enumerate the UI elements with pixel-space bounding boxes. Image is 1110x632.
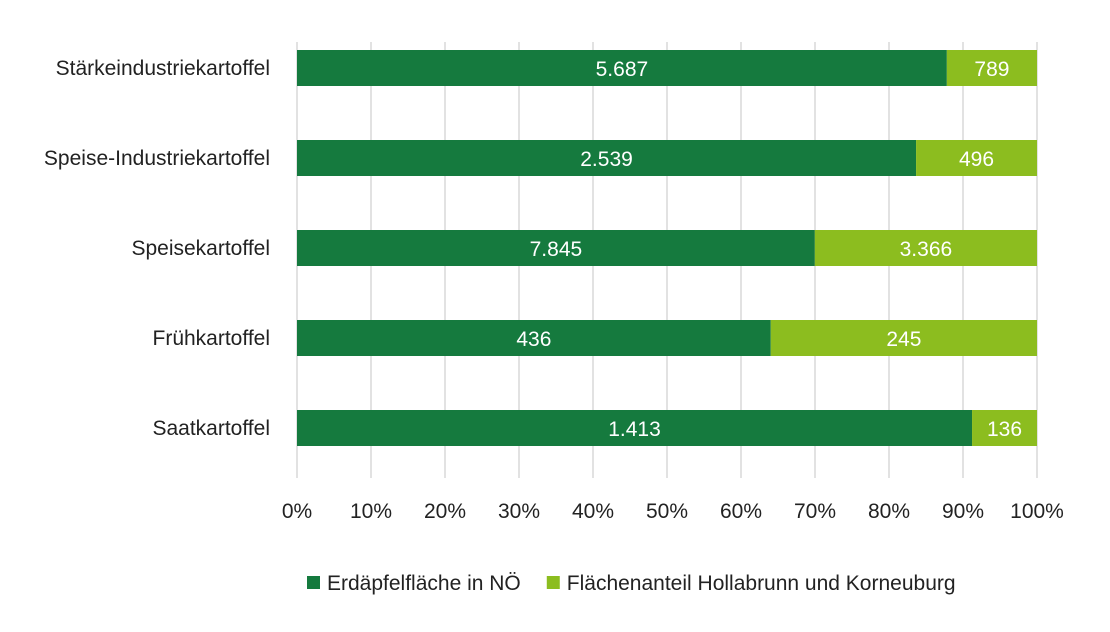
data-label: 245	[886, 328, 921, 351]
data-label: 2.539	[580, 148, 633, 171]
bar-segment	[814, 230, 1037, 266]
legend-label: Flächenanteil Hollabrunn und Korneuburg	[567, 572, 956, 595]
x-tick-label: 0%	[282, 500, 312, 523]
category-label: Stärkeindustriekartoffel	[56, 57, 270, 80]
bar-segment	[297, 140, 917, 176]
category-label: Saatkartoffel	[152, 417, 270, 440]
x-tick-label: 60%	[720, 500, 762, 523]
x-tick-label: 30%	[498, 500, 540, 523]
x-tick-label: 20%	[424, 500, 466, 523]
category-label: Frühkartoffel	[153, 327, 271, 350]
bar-segment	[297, 320, 771, 356]
bar-segment	[297, 230, 815, 266]
bar-segment	[946, 50, 1037, 86]
data-label: 136	[987, 418, 1022, 441]
x-tick-label: 70%	[794, 500, 836, 523]
data-label: 3.366	[900, 238, 953, 261]
data-label: 5.687	[596, 58, 649, 81]
x-tick-label: 80%	[868, 500, 910, 523]
bar-segment	[297, 50, 947, 86]
x-tick-label: 90%	[942, 500, 984, 523]
data-label: 436	[516, 328, 551, 351]
legend-swatch	[546, 576, 560, 589]
data-label: 789	[974, 58, 1009, 81]
data-label: 496	[959, 148, 994, 171]
bar-segment	[770, 320, 1037, 356]
category-label: Speise-Industriekartoffel	[44, 147, 270, 170]
data-label: 7.845	[530, 238, 583, 261]
bar-segment	[916, 140, 1037, 176]
x-tick-label: 100%	[1010, 500, 1064, 523]
legend-swatch	[307, 576, 320, 589]
x-tick-label: 50%	[646, 500, 688, 523]
legend-label: Erdäpfelfläche in NÖ	[327, 572, 521, 595]
bar-segment	[297, 410, 973, 446]
category-label: Speisekartoffel	[131, 237, 270, 260]
bar-segment	[972, 410, 1037, 446]
data-label: 1.413	[608, 418, 661, 441]
x-tick-label: 10%	[350, 500, 392, 523]
x-tick-label: 40%	[572, 500, 614, 523]
